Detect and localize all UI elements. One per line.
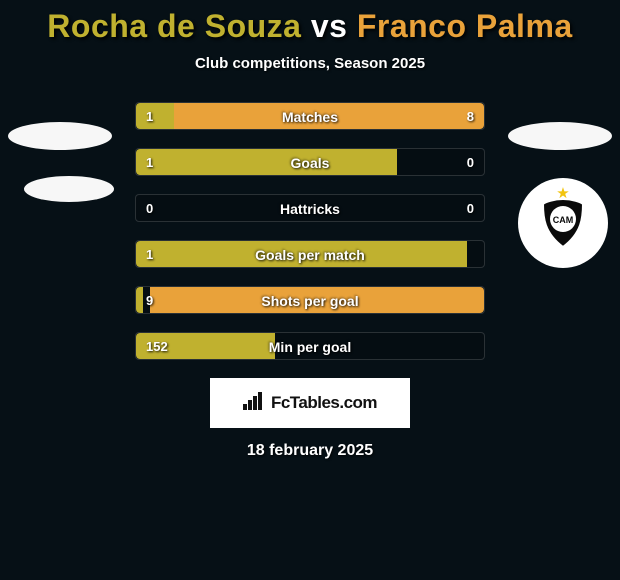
watermark-icon: [243, 392, 265, 415]
page-title: Rocha de Souza vs Franco Palma: [0, 0, 620, 45]
stat-label: Goals: [136, 149, 484, 175]
date-label: 18 february 2025: [0, 442, 620, 460]
club-shield-icon: ★ CAM: [539, 197, 587, 249]
avatar-placeholder-left-1: [8, 122, 112, 150]
stat-row: 18Matches: [135, 102, 485, 130]
stat-label: Goals per match: [136, 241, 484, 267]
vs-label: vs: [311, 8, 348, 44]
stat-row: 152Min per goal: [135, 332, 485, 360]
stat-row: 10Goals: [135, 148, 485, 176]
stat-row: 1Goals per match: [135, 240, 485, 268]
stat-row: 9Shots per goal: [135, 286, 485, 314]
star-icon: ★: [556, 184, 569, 202]
player-left-name: Rocha de Souza: [47, 8, 301, 44]
avatar-placeholder-right-1: [508, 122, 612, 150]
avatar-placeholder-left-2: [24, 176, 114, 202]
stat-label: Min per goal: [136, 333, 484, 359]
stat-label: Matches: [136, 103, 484, 129]
club-initials: CAM: [553, 215, 574, 225]
stat-label: Shots per goal: [136, 287, 484, 313]
stat-row: 00Hattricks: [135, 194, 485, 222]
player-right-name: Franco Palma: [357, 8, 573, 44]
stat-label: Hattricks: [136, 195, 484, 221]
stats-container: 18Matches 10Goals 00Hattricks 1Goals per ma…: [135, 102, 485, 360]
watermark: FcTables.com: [210, 378, 410, 428]
club-badge: ★ CAM: [518, 178, 608, 268]
watermark-text: FcTables.com: [271, 393, 377, 413]
subtitle: Club competitions, Season 2025: [0, 55, 620, 72]
